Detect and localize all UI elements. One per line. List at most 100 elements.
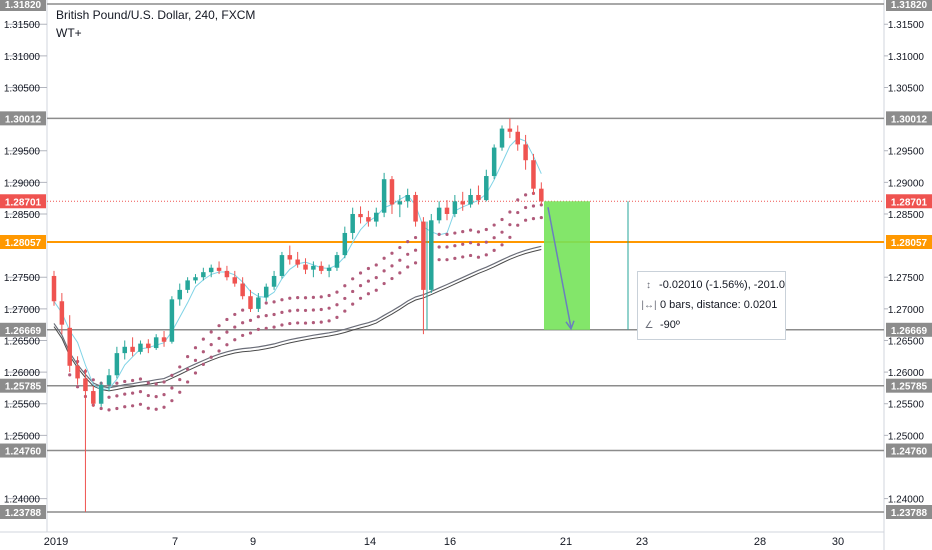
candle-body xyxy=(224,270,230,278)
envelope-dot xyxy=(351,302,355,306)
candle-body xyxy=(350,213,355,233)
candle-body xyxy=(248,296,253,309)
right-level-tag-label: 1.25785 xyxy=(891,382,928,393)
time-axis-label: 9 xyxy=(250,536,256,548)
slow-ma-line xyxy=(53,245,542,389)
envelope-dot xyxy=(264,326,268,330)
envelope-dot xyxy=(131,404,135,408)
candle-body xyxy=(51,275,57,302)
envelope-dot xyxy=(390,251,394,255)
envelope-dot xyxy=(75,385,80,389)
symbol-title[interactable]: British Pound/U.S. Dollar, 240, FXCM xyxy=(56,8,256,22)
envelope-dot xyxy=(531,217,536,221)
envelope-dot xyxy=(445,232,449,236)
envelope-dot xyxy=(178,390,182,394)
envelope-dot xyxy=(225,317,229,322)
envelope-dot xyxy=(241,333,245,338)
measure-angle-row: ∠ -90º xyxy=(638,316,785,334)
left-level-tag-label: 1.26669 xyxy=(5,326,42,337)
envelope-dot xyxy=(374,263,378,267)
measure-bars-row: |↔| 0 bars, distance: 0.0201 xyxy=(638,296,785,314)
envelope-dot xyxy=(484,227,488,232)
candle-body xyxy=(421,221,426,290)
right-level-tag-label: 1.26669 xyxy=(891,326,928,337)
envelope-dot xyxy=(123,405,127,409)
candle-body xyxy=(271,275,277,287)
envelope-dot xyxy=(406,265,410,269)
envelope-dot xyxy=(233,312,237,317)
time-axis-label: 30 xyxy=(832,536,844,548)
envelope-dot xyxy=(193,371,198,375)
envelope-dot xyxy=(508,235,512,239)
envelope-dot xyxy=(413,261,418,265)
envelope-dot xyxy=(366,279,370,283)
envelope-dot xyxy=(264,301,268,305)
envelope-dot xyxy=(335,290,339,294)
left-price-tick-label: 1.27000 xyxy=(4,305,41,316)
candle-body xyxy=(161,337,167,342)
envelope-dot xyxy=(343,296,347,301)
envelope-dot xyxy=(539,203,543,207)
envelope-dot xyxy=(272,312,276,317)
right-level-tag xyxy=(886,505,932,519)
candle-body xyxy=(232,277,238,284)
right-price-tick-label: 1.30500 xyxy=(888,83,925,94)
measure-arrow-shaft xyxy=(547,207,572,328)
candle-body xyxy=(67,327,72,366)
envelope-dot xyxy=(186,355,190,359)
right-level-tag-label: 1.24760 xyxy=(891,447,928,458)
envelope-dot xyxy=(484,240,488,244)
envelope-dot xyxy=(154,382,158,386)
candle-body xyxy=(381,179,387,213)
envelope-dot xyxy=(146,393,150,398)
left-level-tag-label: 1.25785 xyxy=(5,382,42,393)
envelope-dot xyxy=(256,315,260,319)
time-axis-label: 21 xyxy=(560,536,572,548)
envelope-dot xyxy=(453,256,457,260)
envelope-dot xyxy=(303,321,308,325)
time-axis-label: 14 xyxy=(364,536,376,548)
left-price-tick-label: 1.29000 xyxy=(4,178,41,189)
envelope-dot xyxy=(406,252,410,256)
envelope-dot xyxy=(335,315,339,319)
candle-body xyxy=(515,131,520,145)
indicator-label[interactable]: WT+ xyxy=(56,26,82,40)
envelope-dot xyxy=(468,228,473,232)
right-price-tick-label: 1.31000 xyxy=(888,52,925,63)
envelope-dot xyxy=(351,277,355,281)
envelope-dot xyxy=(186,380,190,384)
envelope-dot xyxy=(437,258,441,262)
right-last-price-tag xyxy=(886,194,932,209)
envelope-dot xyxy=(398,245,402,250)
envelope-dot xyxy=(201,337,205,341)
candle-body xyxy=(539,188,544,202)
candle-body xyxy=(83,378,88,392)
envelope-dot xyxy=(178,377,182,382)
measure-layer xyxy=(426,201,629,331)
envelope-dot xyxy=(468,253,473,258)
envelope-dot xyxy=(131,378,135,383)
right-price-tick-label: 1.27000 xyxy=(888,305,925,316)
envelope-dot xyxy=(476,242,481,247)
envelope-dot xyxy=(256,327,260,331)
envelope-dot xyxy=(358,296,363,300)
candle-body xyxy=(366,217,371,222)
envelope-dot xyxy=(162,393,166,397)
envelope-dot xyxy=(476,255,481,259)
envelope-dot xyxy=(492,248,496,252)
right-price-tick-label: 1.24000 xyxy=(888,495,925,506)
right-price-tick-label: 1.27500 xyxy=(888,273,925,284)
candle-body xyxy=(429,220,434,290)
envelope-dot xyxy=(335,303,339,307)
candle-body xyxy=(405,195,410,202)
right-level-tag xyxy=(886,443,932,458)
time-axis-label: 23 xyxy=(636,536,648,548)
envelope-dot xyxy=(209,330,213,334)
envelope-dot xyxy=(437,245,441,249)
envelope-dot xyxy=(209,355,213,359)
envelope-dot xyxy=(154,395,158,399)
candle-body xyxy=(279,255,285,276)
envelope-dot xyxy=(453,244,457,248)
envelope-dot xyxy=(453,231,457,235)
